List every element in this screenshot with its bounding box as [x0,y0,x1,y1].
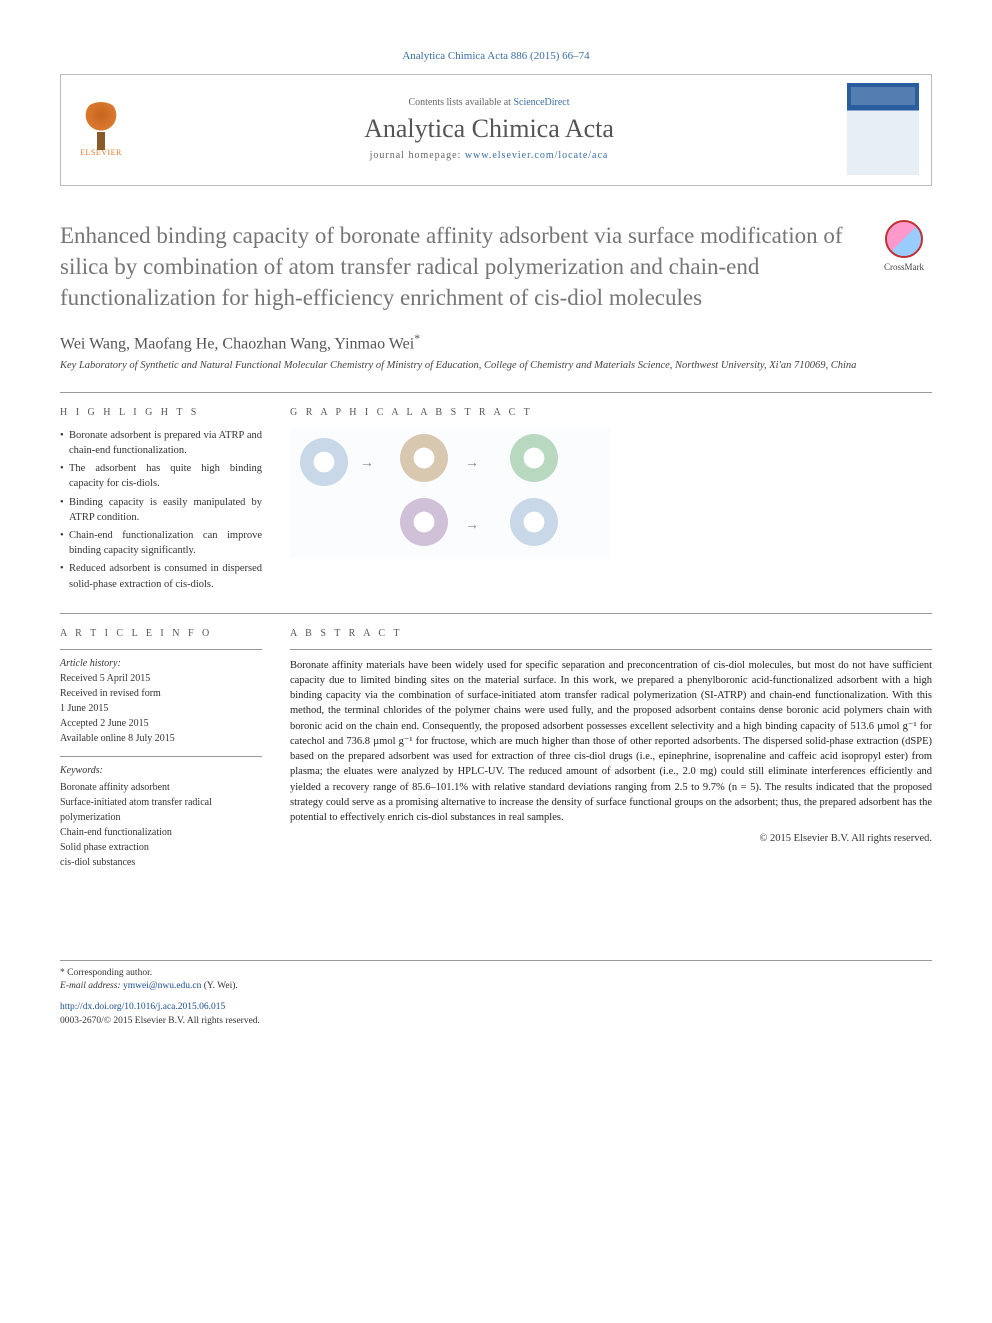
keyword: cis-diol substances [60,855,262,870]
contents-available: Contents lists available at ScienceDirec… [143,97,835,108]
crossmark-badge[interactable]: CrossMark [876,220,932,272]
email-label: E-mail address: [60,981,123,991]
keyword: Chain-end functionalization [60,825,262,840]
article-info-heading: A R T I C L E I N F O [60,628,262,639]
scheme-node [400,498,448,546]
corresponding-author-note: * Corresponding author. [60,967,932,980]
email-suffix: (Y. Wei). [201,981,237,991]
homepage-link[interactable]: www.elsevier.com/locate/aca [465,150,609,161]
graphical-abstract-figure: → → → [290,428,610,558]
keyword: Solid phase extraction [60,840,262,855]
divider-top [60,392,932,393]
scheme-node [510,434,558,482]
scheme-node [300,438,348,486]
corresponding-mark: * [414,331,420,345]
highlight-item: Boronate adsorbent is prepared via ATRP … [60,428,262,458]
journal-cover-thumb [847,83,919,175]
keyword: Boronate affinity adsorbent [60,780,262,795]
history-line: Received 5 April 2015 [60,671,262,686]
scheme-node [400,434,448,482]
article-title: Enhanced binding capacity of boronate af… [60,220,858,313]
email-line: E-mail address: ymwei@nwu.edu.cn (Y. Wei… [60,980,932,993]
authors-line: Wei Wang, Maofang He, Chaozhan Wang, Yin… [60,331,932,353]
highlight-item: Chain-end functionalization can improve … [60,528,262,558]
sciencedirect-link[interactable]: ScienceDirect [513,97,569,108]
highlight-item: The adsorbent has quite high binding cap… [60,461,262,491]
history-line: Received in revised form [60,686,262,701]
email-link[interactable]: ymwei@nwu.edu.cn [123,981,201,991]
issn-copyright: 0003-2670/© 2015 Elsevier B.V. All right… [60,1015,932,1028]
divider-mid [60,613,932,614]
doi-link[interactable]: http://dx.doi.org/10.1016/j.aca.2015.06.… [60,1002,225,1012]
elsevier-tree-icon [79,102,123,146]
elsevier-logo: ELSEVIER [73,98,129,160]
affiliation: Key Laboratory of Synthetic and Natural … [60,359,932,373]
homepage-prefix: journal homepage: [370,150,465,161]
page-footer: * Corresponding author. E-mail address: … [60,960,932,1028]
abstract-text: Boronate affinity materials have been wi… [290,658,932,825]
scheme-arrow-icon: → [360,456,374,472]
journal-name: Analytica Chimica Acta [143,114,835,144]
citation-line: Analytica Chimica Acta 886 (2015) 66–74 [60,50,932,62]
abstract-copyright: © 2015 Elsevier B.V. All rights reserved… [290,833,932,844]
graphical-abstract-heading: G R A P H I C A L A B S T R A C T [290,407,932,418]
history-line: 1 June 2015 [60,701,262,716]
scheme-arrow-icon: → [465,456,479,472]
abstract-heading: A B S T R A C T [290,628,932,639]
keywords-block: Keywords: Boronate affinity adsorbent Su… [60,763,262,870]
scheme-node [510,498,558,546]
journal-header: ELSEVIER Contents lists available at Sci… [60,74,932,186]
history-line: Accepted 2 June 2015 [60,716,262,731]
history-line: Available online 8 July 2015 [60,731,262,746]
history-label: Article history: [60,656,262,671]
highlight-item: Binding capacity is easily manipulated b… [60,495,262,525]
journal-homepage: journal homepage: www.elsevier.com/locat… [143,150,835,161]
keyword: Surface-initiated atom transfer radical … [60,795,262,825]
highlight-item: Reduced adsorbent is consumed in dispers… [60,561,262,591]
highlights-heading: H I G H L I G H T S [60,407,262,418]
highlights-list: Boronate adsorbent is prepared via ATRP … [60,428,262,592]
scheme-arrow-icon: → [465,518,479,534]
authors-names: Wei Wang, Maofang He, Chaozhan Wang, Yin… [60,335,414,352]
crossmark-label: CrossMark [884,262,924,272]
keywords-label: Keywords: [60,763,262,778]
contents-prefix: Contents lists available at [408,97,513,108]
article-history: Article history: Received 5 April 2015 R… [60,656,262,746]
crossmark-icon [885,220,923,258]
